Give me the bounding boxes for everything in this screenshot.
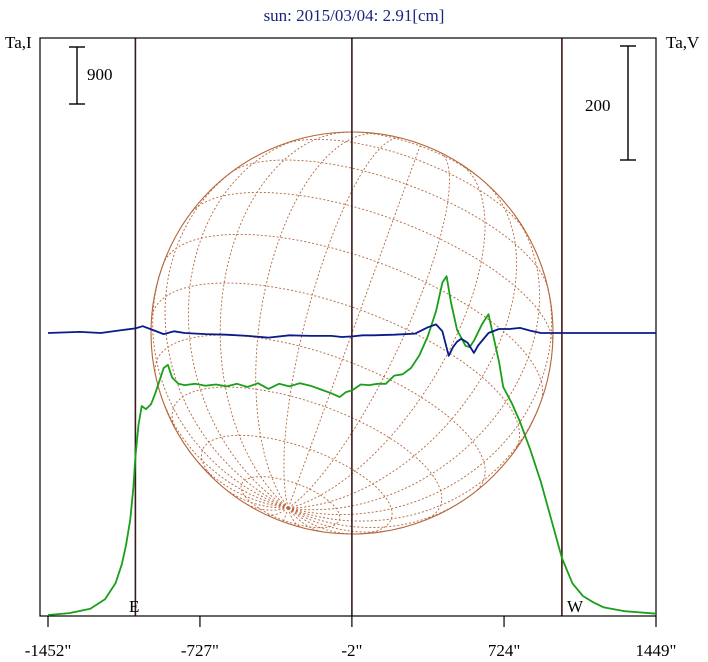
left-scale-label: 900 <box>87 65 113 84</box>
latitude-line <box>201 434 393 535</box>
longitude-line <box>282 507 289 522</box>
longitude-line <box>158 387 289 509</box>
longitude-line <box>287 507 302 528</box>
longitude-line <box>288 499 465 528</box>
longitude-line <box>288 180 518 509</box>
longitude-line <box>287 507 324 533</box>
longitude-line <box>288 152 450 509</box>
latitude-line <box>349 131 484 181</box>
longitude-line <box>288 507 390 533</box>
x-tick-label: -1452" <box>25 641 72 660</box>
latitude-line <box>151 282 521 452</box>
longitude-line <box>152 264 289 509</box>
east-limb-label: E <box>129 597 139 616</box>
latitude-line <box>191 191 554 343</box>
west-limb-label: W <box>567 597 584 616</box>
longitude-line <box>288 211 541 511</box>
longitude-line <box>255 133 376 509</box>
left-axis-label: Ta,I <box>5 33 32 52</box>
x-tick-label: 724" <box>488 641 520 660</box>
left-scale-bar <box>69 46 85 105</box>
right-scale-bar <box>620 45 636 161</box>
longitude-line <box>187 136 307 509</box>
latitude-line <box>154 334 486 492</box>
latitude-line <box>231 159 549 288</box>
longitude-line <box>246 503 289 511</box>
longitude-line <box>196 460 289 509</box>
solar-disk-grid <box>150 131 554 535</box>
longitude-line <box>288 287 552 516</box>
stokes-v-line <box>47 323 656 357</box>
longitude-line <box>288 401 542 522</box>
longitude-line <box>219 131 350 509</box>
x-tick-label: 1449" <box>636 641 677 660</box>
chart-title: sun: 2015/03/04: 2.91[cm] <box>264 6 445 25</box>
longitude-line <box>283 137 401 509</box>
latitude-line <box>171 386 443 521</box>
stokes-i-line <box>47 275 657 616</box>
plot-frame <box>39 37 657 617</box>
series-lines <box>47 275 657 616</box>
right-axis-label: Ta,V <box>666 33 700 52</box>
x-axis-ticks: -1452" -727" -2" 724" 1449" <box>25 616 677 660</box>
latitude-line <box>282 138 527 234</box>
x-tick-label: -727" <box>181 641 219 660</box>
right-scale-label: 200 <box>585 96 611 115</box>
latitude-line <box>240 476 341 529</box>
longitude-line <box>287 144 422 509</box>
x-tick-label: -2" <box>341 641 362 660</box>
limb-marker-lines <box>134 38 563 616</box>
longitude-line <box>265 507 289 516</box>
longitude-line <box>164 171 289 509</box>
